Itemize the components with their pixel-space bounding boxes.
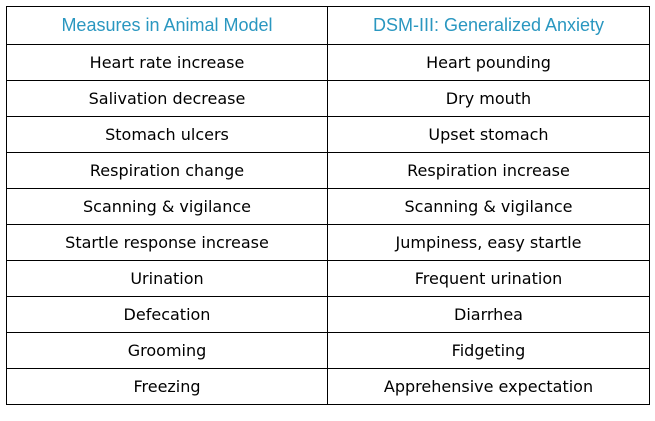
animal-measure-cell: Startle response increase — [6, 224, 328, 261]
table-header-row: Measures in Animal Model DSM-III: Genera… — [6, 6, 650, 45]
table-row: Heart rate increase Heart pounding — [6, 44, 650, 81]
table-row: Respiration change Respiration increase — [6, 152, 650, 189]
table-row: Defecation Diarrhea — [6, 296, 650, 333]
table-row: Grooming Fidgeting — [6, 332, 650, 369]
animal-measure-cell: Salivation decrease — [6, 80, 328, 117]
animal-measure-cell: Urination — [6, 260, 328, 297]
table-row: Scanning & vigilance Scanning & vigilanc… — [6, 188, 650, 225]
column-header-dsm-iii: DSM-III: Generalized Anxiety — [327, 6, 650, 45]
table-row: Stomach ulcers Upset stomach — [6, 116, 650, 153]
dsm-symptom-cell: Respiration increase — [327, 152, 650, 189]
table-row: Salivation decrease Dry mouth — [6, 80, 650, 117]
animal-measure-cell: Respiration change — [6, 152, 328, 189]
dsm-symptom-cell: Frequent urination — [327, 260, 650, 297]
animal-measure-cell: Scanning & vigilance — [6, 188, 328, 225]
dsm-symptom-cell: Fidgeting — [327, 332, 650, 369]
table-row: Urination Frequent urination — [6, 260, 650, 297]
dsm-symptom-cell: Jumpiness, easy startle — [327, 224, 650, 261]
animal-measure-cell: Freezing — [6, 368, 328, 405]
dsm-symptom-cell: Diarrhea — [327, 296, 650, 333]
animal-measure-cell: Grooming — [6, 332, 328, 369]
table-row: Freezing Apprehensive expectation — [6, 368, 650, 405]
column-header-animal-model: Measures in Animal Model — [6, 6, 328, 45]
animal-measure-cell: Stomach ulcers — [6, 116, 328, 153]
comparison-table: Measures in Animal Model DSM-III: Genera… — [6, 6, 650, 405]
dsm-symptom-cell: Heart pounding — [327, 44, 650, 81]
animal-measure-cell: Heart rate increase — [6, 44, 328, 81]
dsm-symptom-cell: Upset stomach — [327, 116, 650, 153]
dsm-symptom-cell: Apprehensive expectation — [327, 368, 650, 405]
animal-measure-cell: Defecation — [6, 296, 328, 333]
dsm-symptom-cell: Scanning & vigilance — [327, 188, 650, 225]
table-row: Startle response increase Jumpiness, eas… — [6, 224, 650, 261]
dsm-symptom-cell: Dry mouth — [327, 80, 650, 117]
